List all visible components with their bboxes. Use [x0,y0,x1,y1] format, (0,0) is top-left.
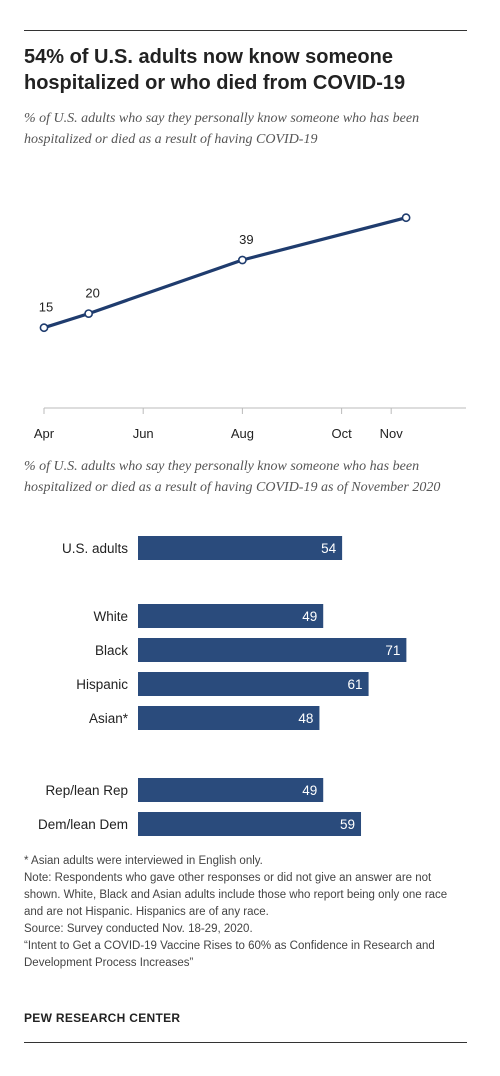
data-point [39,323,49,333]
data-point [84,309,94,318]
bar [138,706,320,730]
bar [138,536,343,560]
bar [138,638,407,662]
bar [138,812,362,836]
category-label: Rep/lean Rep [45,783,128,798]
value-label: 59 [340,817,355,832]
notes: * Asian adults were interviewed in Engli… [24,853,464,972]
x-tick-label: Nov [380,426,404,441]
top-rule [24,30,467,31]
line-chart-subtitle: % of U.S. adults who say they personally… [24,111,420,147]
category-label: Hispanic [76,677,128,692]
bar [138,604,324,628]
value-label: 49 [302,783,317,798]
bottom-rule [24,1042,467,1043]
x-tick-label: Oct [331,426,352,441]
x-tick-label: Jun [133,426,154,441]
data-label: 15 [39,300,53,315]
note-respondents: Note: Respondents who gave other respons… [24,872,448,918]
data-point [401,213,411,223]
x-tick-label: Aug [231,426,254,441]
value-label: 48 [298,711,313,726]
series-line [43,216,407,330]
line-chart: 15203954AprJunAugOctNov [34,213,466,441]
note-asian: * Asian adults were interviewed in Engli… [24,855,263,867]
category-label: Black [95,643,128,658]
bar-chart: U.S. adults 54 White 49 Black 71 Hispanic 61 Asi… [38,536,407,836]
value-label: 61 [348,677,363,692]
category-label: Dem/lean Dem [38,817,128,832]
value-label: 49 [302,609,317,624]
note-source: Source: Survey conducted Nov. 18-29, 202… [24,923,253,935]
data-label: 39 [239,232,253,247]
credit-pew: PEW RESEARCH CENTER [24,1011,181,1025]
data-point [237,255,247,265]
bar [138,672,369,696]
x-tick-label: Apr [34,426,55,441]
bar-chart-subtitle: % of U.S. adults who say they personally… [24,459,441,495]
category-label: U.S. adults [62,541,128,556]
value-label: 54 [321,541,337,556]
chart-title: 54% of U.S. adults now know someone hosp… [24,46,406,94]
category-label: Asian* [89,711,129,726]
category-label: White [93,609,128,624]
data-label: 20 [85,286,99,301]
value-label: 71 [385,643,400,658]
bar [138,778,324,802]
note-report-title: “Intent to Get a COVID-19 Vaccine Rises … [24,940,435,969]
